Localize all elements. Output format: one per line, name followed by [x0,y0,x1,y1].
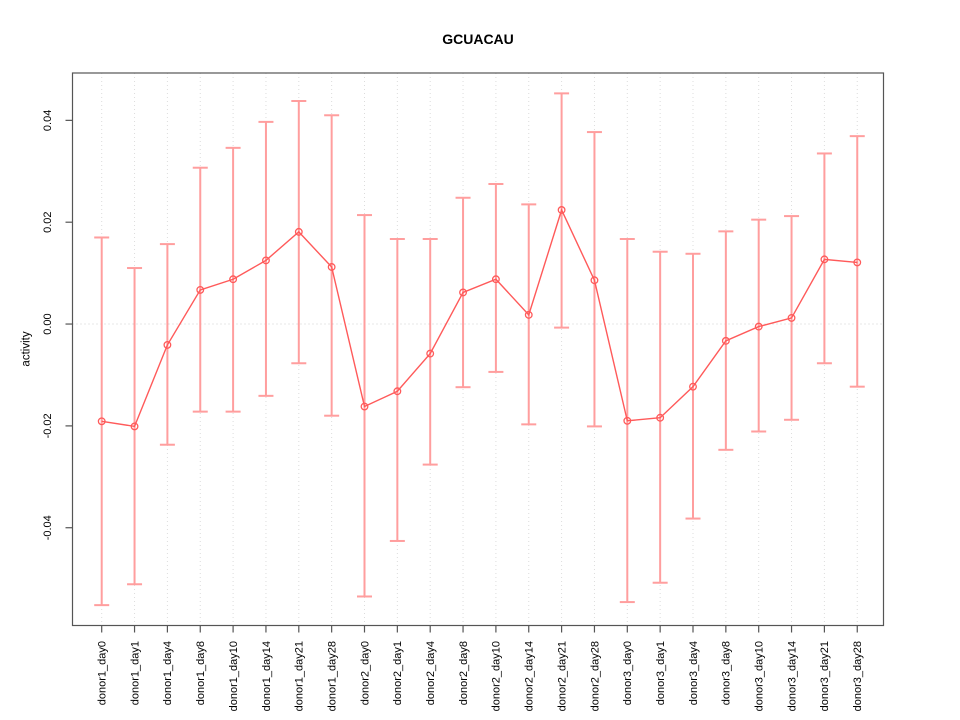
y-tick-label: 0.02 [42,211,54,232]
plot-area: 0.04 0.02 0.00 -0.02 -0.04 donor1_day0 donor1_… [42,72,885,711]
x-tick-label: donor1_day1 [129,641,141,705]
data-point [623,416,632,425]
x-tick-label: donor3_day8 [721,641,733,705]
x-tick-label: donor2_day28 [589,641,601,711]
x-tick-label: donor2_day0 [359,641,371,705]
y-tick-label: 0.04 [42,110,54,131]
data-point [130,422,139,431]
x-tick-label: donor1_day8 [195,641,207,705]
series-line [101,208,858,428]
data-point [327,263,336,271]
x-tick-label: donor1_day10 [228,641,240,711]
x-tick-label: donor1_day4 [162,641,174,705]
x-tick-label: donor2_day1 [392,641,404,705]
y-axis-label: activity [21,331,33,366]
data-point [262,256,270,265]
x-tick-label: donor1_day28 [326,641,338,711]
data-point [820,255,829,264]
x-tick-label: donor2_day21 [556,641,568,711]
data-point [426,349,435,358]
x-tick-label: donor1_day0 [97,641,109,705]
data-point [689,382,697,391]
data-point [196,285,205,294]
data-point [229,275,238,284]
x-tick-label: donor3_day10 [754,641,766,711]
data-point [459,288,467,297]
data-point [491,275,500,284]
data-point [853,258,862,267]
data-point [754,322,763,331]
chart-title: GCUACAU [442,31,514,47]
x-tick-label: donor2_day4 [425,641,437,705]
data-point [787,313,796,322]
x-tick-label: donor1_day14 [261,641,273,711]
data-point [656,413,665,422]
x-tick-label: donor2_day14 [524,641,536,711]
data-point [590,276,599,285]
data-point [163,340,172,349]
x-tick-label: donor3_day28 [852,641,864,711]
data-point [294,227,303,236]
y-tick-label: -0.04 [42,515,54,540]
y-tick-label: -0.02 [42,413,54,438]
x-tick-label: donor1_day21 [294,641,306,711]
x-tick-label: donor3_day14 [786,641,798,711]
plot-border [71,72,885,627]
data-point [360,402,369,411]
x-tick-label: donor2_day8 [458,641,470,705]
data-point [721,336,730,345]
data-point [524,310,533,319]
y-tick-label: 0.00 [42,313,54,334]
x-tick-label: donor3_day4 [688,641,700,705]
data-point [393,387,402,396]
data-point [557,206,566,214]
x-tick-label: donor3_day0 [622,641,634,705]
x-tick-label: donor3_day21 [819,641,831,711]
x-tick-label: donor2_day10 [491,641,503,711]
x-tick-label: donor3_day1 [655,641,667,705]
data-point [97,417,106,426]
